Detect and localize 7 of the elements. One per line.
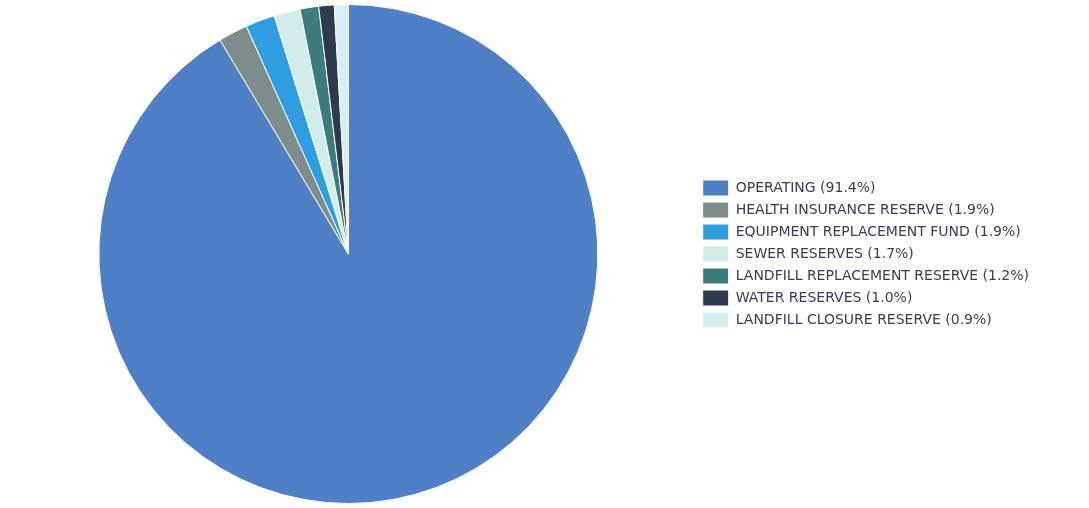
legend-label: EQUIPMENT REPLACEMENT FUND (1.9%) bbox=[735, 222, 1021, 239]
legend-label: LANDFILL REPLACEMENT RESERVE (1.2%) bbox=[735, 266, 1030, 283]
legend-label: OPERATING (91.4%) bbox=[735, 178, 876, 195]
legend-label: SEWER RESERVES (1.7%) bbox=[735, 244, 914, 261]
legend-label: LANDFILL CLOSURE RESERVE (0.9%) bbox=[735, 310, 992, 327]
legend-label: WATER RESERVES (1.0%) bbox=[735, 288, 913, 305]
legend-label: HEALTH INSURANCE RESERVE (1.9%) bbox=[735, 200, 995, 217]
